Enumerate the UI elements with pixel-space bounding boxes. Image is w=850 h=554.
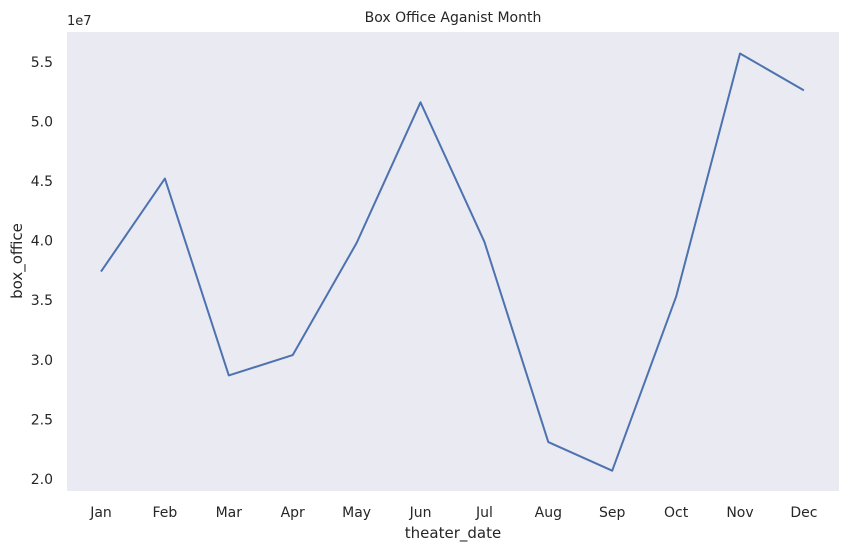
x-axis-label: theater_date <box>405 524 501 543</box>
plot-area <box>67 32 839 491</box>
x-tick-label: Feb <box>153 505 178 521</box>
x-tick-label: Dec <box>790 505 817 521</box>
x-tick-label: Sep <box>599 505 626 521</box>
y-tick-label: 3.0 <box>31 353 53 369</box>
x-tick-label: Nov <box>726 505 753 521</box>
x-tick-label: May <box>342 505 371 521</box>
y-tick-label: 5.0 <box>31 114 53 130</box>
series-group <box>100 52 805 472</box>
chart-title: Box Office Aganist Month <box>365 10 542 26</box>
y-tick-label: 2.5 <box>31 412 53 428</box>
x-tick-label: Jan <box>89 505 112 521</box>
y-tick-label: 5.5 <box>31 55 53 71</box>
y-tick-label: 4.0 <box>31 234 53 250</box>
y-tick-label: 3.5 <box>31 293 53 309</box>
x-axis-ticks: Jan Feb Mar Apr May Jun Jul Aug Sep Oct Nov Dec <box>89 505 817 521</box>
y-tick-label: 4.5 <box>31 174 53 190</box>
x-tick-label: Aug <box>535 505 562 521</box>
x-tick-label: Apr <box>281 505 305 521</box>
x-tick-label: Jul <box>475 505 493 521</box>
y-tick-label: 2.0 <box>31 472 53 488</box>
y-axis-label: box_office <box>8 223 27 299</box>
y-axis-ticks: 2.0 2.5 3.0 3.5 4.0 4.5 5.0 5.5 <box>31 55 53 488</box>
series-line <box>100 52 805 472</box>
x-tick-label: Mar <box>216 505 243 521</box>
x-tick-label: Oct <box>664 505 689 521</box>
x-tick-label: Jun <box>409 505 432 521</box>
y-axis-offset-label: 1e7 <box>67 14 92 29</box>
